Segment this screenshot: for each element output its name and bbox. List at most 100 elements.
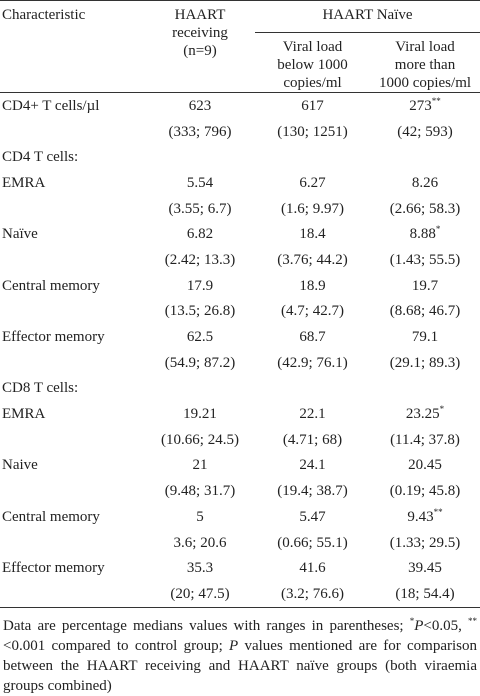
median-cell: 8.88* xyxy=(370,221,480,247)
range-cell: (18; 54.4) xyxy=(370,581,480,608)
empty-cell xyxy=(0,478,145,504)
empty-cell xyxy=(0,247,145,273)
median-cell: 19.7 xyxy=(370,273,480,299)
range-cell: (10.66; 24.5) xyxy=(161,431,239,448)
median: 41.6 xyxy=(299,560,326,577)
header-line: HAART xyxy=(174,7,226,23)
median: 9.43 xyxy=(407,508,434,525)
median: 8.88 xyxy=(409,226,436,243)
median: 18.4 xyxy=(299,226,326,243)
median: 8.26 xyxy=(411,174,439,191)
range-cell: (3.55; 6.7) xyxy=(168,200,232,217)
significance: * xyxy=(435,224,441,235)
table-row: (20; 47.5) (3.2; 76.6) (18; 54.4) xyxy=(0,581,480,608)
table-row: Effector memory 35.3 41.6 39.45 xyxy=(0,555,480,581)
range-cell: (42; 593) xyxy=(397,123,453,140)
table-row: Central memory 5 5.47 9.43** xyxy=(0,504,480,530)
table-row: 3.6; 20.6 (0.66; 55.1) (1.33; 29.5) xyxy=(0,530,480,556)
header-line: Viral load xyxy=(282,39,343,55)
median-cell: 41.6 xyxy=(255,555,370,581)
median: 18.9 xyxy=(299,277,326,294)
row-label: Central memory xyxy=(2,277,100,294)
table-row: CD4+ T cells/µl 623 617 273** xyxy=(0,93,480,119)
range-cell: (4.7; 42.7) xyxy=(281,303,344,320)
header-line: Viral load xyxy=(395,39,455,55)
footnote-italic: P xyxy=(414,617,424,634)
table-row: (9.48; 31.7) (19.4; 38.7) (0.19; 45.8) xyxy=(0,478,480,504)
median-cell: 617 xyxy=(255,93,370,119)
median: 273 xyxy=(409,97,432,114)
footnote-mark: * xyxy=(409,615,415,626)
range-cell: (8.68; 46.7) xyxy=(389,303,461,320)
empty-cell xyxy=(0,299,145,325)
median: 21 xyxy=(192,457,208,474)
range-cell: (0.66; 55.1) xyxy=(277,534,348,551)
header-line: copies/ml xyxy=(283,75,342,91)
table-row: EMRA 5.54 6.27 8.26 xyxy=(0,170,480,196)
table-row: (13.5; 26.8) (4.7; 42.7) (8.68; 46.7) xyxy=(0,299,480,325)
median: 5 xyxy=(196,508,204,525)
median-cell: 6.82 xyxy=(145,221,255,247)
header-line: 1000 copies/ml xyxy=(378,75,472,91)
empty-cell xyxy=(0,530,145,556)
median: 79.1 xyxy=(411,329,439,346)
table-row: (3.55; 6.7) (1.6; 9.97) (2.66; 58.3) xyxy=(0,196,480,222)
range-cell: (1.6; 9.97) xyxy=(281,200,344,217)
empty-cell xyxy=(0,427,145,453)
header-line: below 1000 xyxy=(277,57,348,73)
median-cell: 22.1 xyxy=(255,401,370,427)
range-cell: (3.76; 44.2) xyxy=(277,251,348,268)
range-cell: (2.42; 13.3) xyxy=(164,251,236,268)
median-cell: 9.43** xyxy=(370,504,480,530)
header-cell: Characteristic xyxy=(0,0,145,93)
header-line: receiving xyxy=(172,25,228,41)
header-cell: HAART receiving (n=9) xyxy=(145,0,255,93)
median: 20.45 xyxy=(408,457,442,474)
significance: ** xyxy=(431,95,441,106)
median-cell: 20.45 xyxy=(370,453,480,479)
median-cell: 79.1 xyxy=(370,324,480,350)
median-cell: 68.7 xyxy=(255,324,370,350)
empty-cell xyxy=(0,119,145,145)
empty-cell xyxy=(0,196,145,222)
row-label: Naïve xyxy=(2,226,38,243)
range-cell: (1.43; 55.5) xyxy=(389,251,461,268)
median-cell: 18.9 xyxy=(255,273,370,299)
range-cell: (29.1; 89.3) xyxy=(389,354,461,371)
median: 6.82 xyxy=(186,226,214,243)
range-cell: (42.9; 76.1) xyxy=(277,354,348,371)
significance: ** xyxy=(433,506,443,517)
median: 5.47 xyxy=(299,508,326,525)
row-label: CD4+ T cells/µl xyxy=(2,97,100,114)
empty-cell xyxy=(0,581,145,608)
median: 22.1 xyxy=(299,406,326,423)
header-cell: Viral load below 1000 copies/ml xyxy=(255,32,370,93)
table-row: (10.66; 24.5) (4.71; 68) (11.4; 37.8) xyxy=(0,427,480,453)
median-cell: 273** xyxy=(370,93,480,119)
range-cell: (1.33; 29.5) xyxy=(389,534,461,551)
footnote-text: Data are percentage medians values with … xyxy=(3,617,410,634)
range-cell: (11.4; 37.8) xyxy=(390,431,460,448)
table-row: EMRA 19.21 22.1 23.25* xyxy=(0,401,480,427)
footnote: Data are percentage medians values with … xyxy=(0,608,480,696)
median: 23.25 xyxy=(405,406,440,423)
median-cell: 8.26 xyxy=(370,170,480,196)
range-cell: 3.6; 20.6 xyxy=(173,534,227,551)
table-row: (333; 796) (130; 1251) (42; 593) xyxy=(0,119,480,145)
median: 6.27 xyxy=(299,174,326,191)
row-label: EMRA xyxy=(2,406,46,423)
row-label: EMRA xyxy=(2,174,46,191)
table-row: (54.9; 87.2) (42.9; 76.1) (29.1; 89.3) xyxy=(0,350,480,376)
footnote-mark: ** xyxy=(468,615,477,626)
table-row: (2.42; 13.3) (3.76; 44.2) (1.43; 55.5) xyxy=(0,247,480,273)
median-cell: 18.4 xyxy=(255,221,370,247)
median-cell: 21 xyxy=(145,453,255,479)
median-cell: 6.27 xyxy=(255,170,370,196)
median: 617 xyxy=(301,97,324,114)
median: 623 xyxy=(188,97,212,114)
range-cell: (333; 796) xyxy=(168,123,232,140)
median: 17.9 xyxy=(186,277,214,294)
table-row: Central memory 17.9 18.9 19.7 xyxy=(0,273,480,299)
range-cell: (3.2; 76.6) xyxy=(255,581,370,608)
row-label: Effector memory xyxy=(2,560,105,577)
